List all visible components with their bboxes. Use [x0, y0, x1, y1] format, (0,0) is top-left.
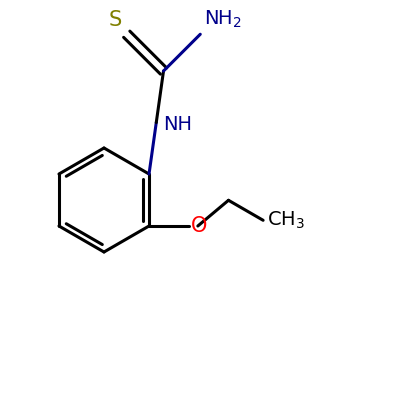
- Text: S: S: [109, 10, 122, 30]
- Text: NH$_2$: NH$_2$: [204, 9, 242, 30]
- Text: O: O: [191, 216, 208, 236]
- Text: NH: NH: [164, 115, 192, 134]
- Text: CH$_3$: CH$_3$: [267, 210, 305, 231]
